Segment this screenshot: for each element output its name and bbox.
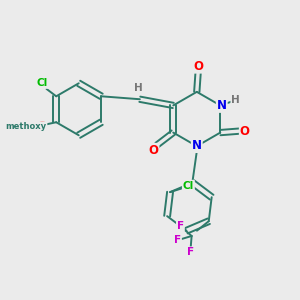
Text: methoxy: methoxy xyxy=(6,122,47,131)
Text: N: N xyxy=(217,99,227,112)
Text: O: O xyxy=(193,60,203,73)
Text: Cl: Cl xyxy=(183,181,194,190)
Text: F: F xyxy=(187,247,194,257)
Text: O: O xyxy=(148,144,158,157)
Text: F: F xyxy=(177,220,184,231)
Text: O: O xyxy=(240,124,250,138)
Text: Cl: Cl xyxy=(36,78,48,88)
Text: O: O xyxy=(37,121,46,131)
Text: H: H xyxy=(134,83,143,93)
Text: H: H xyxy=(231,95,240,105)
Text: F: F xyxy=(174,236,181,245)
Text: N: N xyxy=(192,139,202,152)
